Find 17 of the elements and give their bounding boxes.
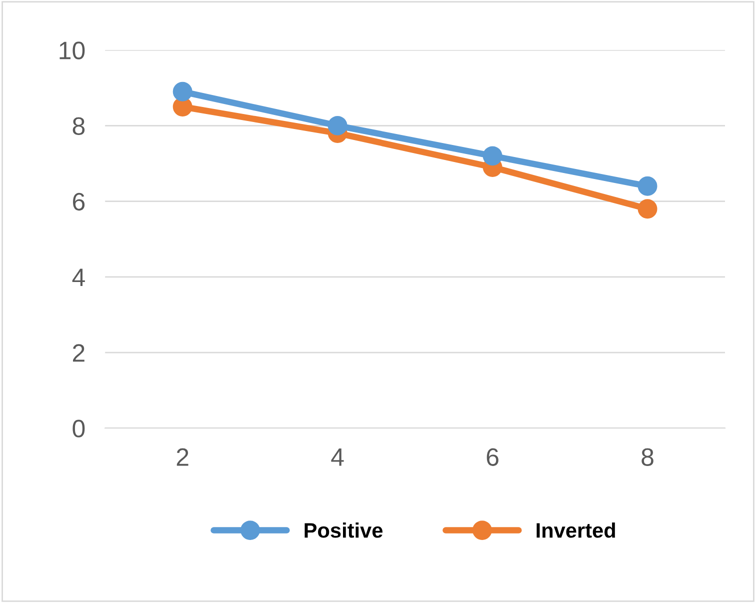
point bbox=[482, 146, 502, 166]
x-tick-label: 2 bbox=[176, 448, 188, 466]
legend-label: Inverted bbox=[536, 522, 615, 538]
y-tick-label: 4 bbox=[72, 268, 85, 286]
y-tick-label: 2 bbox=[72, 344, 84, 362]
point bbox=[638, 199, 658, 219]
legend-label: Positive bbox=[304, 522, 383, 538]
y-tick-label: 0 bbox=[72, 420, 85, 438]
y-tick-label: 6 bbox=[73, 192, 85, 211]
y-tick-label: 10 bbox=[60, 42, 85, 60]
y-tick-label: 8 bbox=[72, 117, 85, 135]
x-tick-label: 6 bbox=[486, 448, 498, 466]
x-tick-label: 8 bbox=[642, 448, 654, 466]
point bbox=[328, 116, 348, 136]
point bbox=[638, 176, 658, 196]
x-tick-label: 4 bbox=[331, 448, 344, 466]
point bbox=[172, 82, 192, 102]
